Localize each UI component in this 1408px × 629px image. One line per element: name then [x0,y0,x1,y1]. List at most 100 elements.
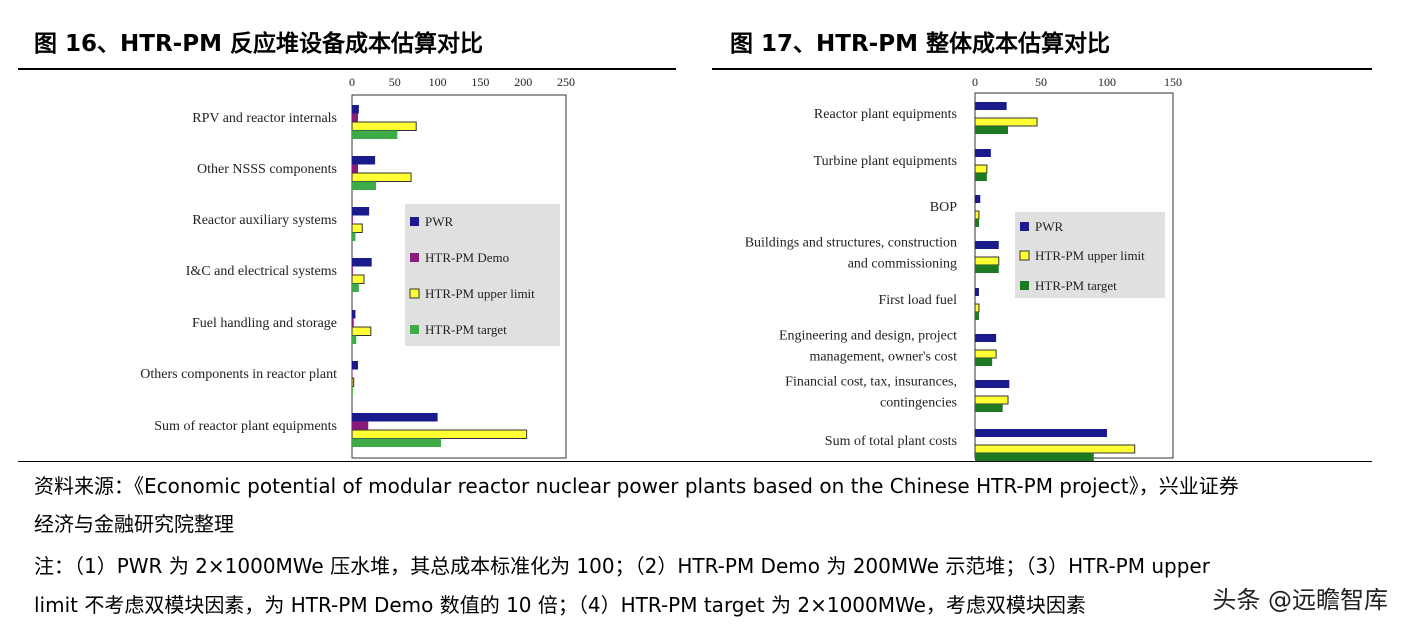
bar-htr-pm-target [352,438,442,447]
legend-label: HTR-PM Demo [425,250,509,265]
bar-htr-pm-upper-limit [351,274,365,284]
x-tick-label: 50 [1035,75,1047,89]
x-tick-label: 250 [557,75,575,89]
bar-pwr [975,195,981,203]
bar-htr-pm-target [975,404,1003,412]
x-tick-label: 200 [514,75,532,89]
legend-swatch [410,325,419,334]
title-divider-right [712,68,1372,70]
bar-htr-pm-upper-limit [351,429,528,439]
bar-htr-pm-target [352,283,359,292]
category-label: BOP [930,200,957,215]
legend-label: PWR [425,214,454,229]
bar-pwr [352,258,372,267]
bar-pwr [975,288,979,296]
bar-htr-pm-upper-limit [974,349,997,359]
source-line-1: 资料来源：《Economic potential of modular reac… [34,474,1239,498]
legend-label: HTR-PM target [1035,278,1117,293]
category-label: Sum of reactor plant equipments [154,419,337,434]
bar-pwr [352,361,358,370]
legend-swatch [1020,222,1029,231]
bar-htr-pm-demo [352,369,353,378]
bar-pwr [975,149,991,157]
bar-htr-pm-target [975,312,979,320]
category-label: management, owner's cost [809,350,957,365]
watermark: 头条 @远瞻智库 [1212,586,1388,614]
legend-label: HTR-PM target [425,322,507,337]
bar-htr-pm-upper-limit [974,303,980,313]
bar-htr-pm-upper-limit [351,326,372,336]
bar-htr-pm-upper-limit [974,210,980,220]
bar-htr-pm-demo [352,318,354,327]
bar-htr-pm-target [975,173,987,181]
source-line-2: 经济与金融研究院整理 [34,512,234,536]
bar-htr-pm-upper-limit [974,117,1038,127]
bar-pwr [975,102,1007,110]
legend-box [405,204,560,346]
bar-pwr [975,429,1107,437]
bar-htr-pm-target [975,453,1094,461]
category-label: and commissioning [848,257,957,272]
legend-swatch [410,217,419,226]
bar-htr-pm-target [975,126,1008,134]
bar-htr-pm-target [352,181,376,190]
legend-swatch [1020,281,1029,290]
bar-pwr [352,156,376,165]
x-tick-label: 0 [349,75,355,89]
category-label: Fuel handling and storage [192,316,337,331]
note-line-1: 注：（1）PWR 为 2×1000MWe 压水堆，其总成本标准化为 100；（2… [34,554,1210,578]
category-label: Other NSSS components [197,162,337,177]
legend-swatch [409,288,420,299]
category-label: Sum of total plant costs [825,434,957,449]
bar-pwr [352,413,438,422]
x-tick-label: 150 [471,75,489,89]
category-label: RPV and reactor internals [192,111,337,126]
legend-label: PWR [1035,219,1064,234]
bar-htr-pm-upper-limit [974,256,1000,266]
x-tick-label: 100 [429,75,447,89]
category-label: Turbine plant equipments [814,154,957,169]
legend-label: HTR-PM upper limit [425,286,535,301]
x-tick-label: 50 [389,75,401,89]
bar-htr-pm-target [975,265,999,273]
bar-htr-pm-upper-limit [351,223,363,233]
x-tick-label: 150 [1164,75,1182,89]
bar-htr-pm-target [352,386,353,395]
legend-swatch [1019,250,1030,261]
bar-htr-pm-upper-limit [351,377,355,387]
bar-htr-pm-upper-limit [974,164,988,174]
bar-pwr [975,380,1010,388]
bar-htr-pm-demo [352,215,353,224]
bottom-divider [18,461,1372,462]
category-label: Engineering and design, project [779,329,957,344]
bar-pwr [975,241,999,249]
category-label: Financial cost, tax, insurances, [785,375,957,390]
bar-htr-pm-target [975,219,979,227]
bar-htr-pm-demo [352,421,369,430]
bar-pwr [352,310,356,319]
bar-htr-pm-demo [352,164,358,173]
category-label: Reactor plant equipments [814,107,957,122]
bar-htr-pm-demo [352,266,353,275]
bar-htr-pm-upper-limit [351,172,412,182]
bar-htr-pm-target [352,232,356,241]
bar-htr-pm-target [352,335,357,344]
category-label: Buildings and structures, construction [745,236,957,251]
bar-pwr [352,207,370,216]
category-label: First load fuel [878,293,957,308]
figure-17-title: 图 17、HTR-PM 整体成本估算对比 [730,31,1110,57]
bar-htr-pm-demo [352,113,358,122]
title-divider-left [18,68,676,70]
legend-label: HTR-PM upper limit [1035,248,1145,263]
category-label: Reactor auxiliary systems [192,213,337,228]
bar-pwr [975,334,997,342]
category-label: Others components in reactor plant [140,367,337,382]
bar-htr-pm-upper-limit [351,121,417,131]
category-label: I&C and electrical systems [186,264,337,279]
bar-pwr [352,105,359,114]
bar-htr-pm-target [975,358,993,366]
bar-htr-pm-target [352,130,398,139]
legend-swatch [410,253,419,262]
category-label: contingencies [880,396,957,411]
